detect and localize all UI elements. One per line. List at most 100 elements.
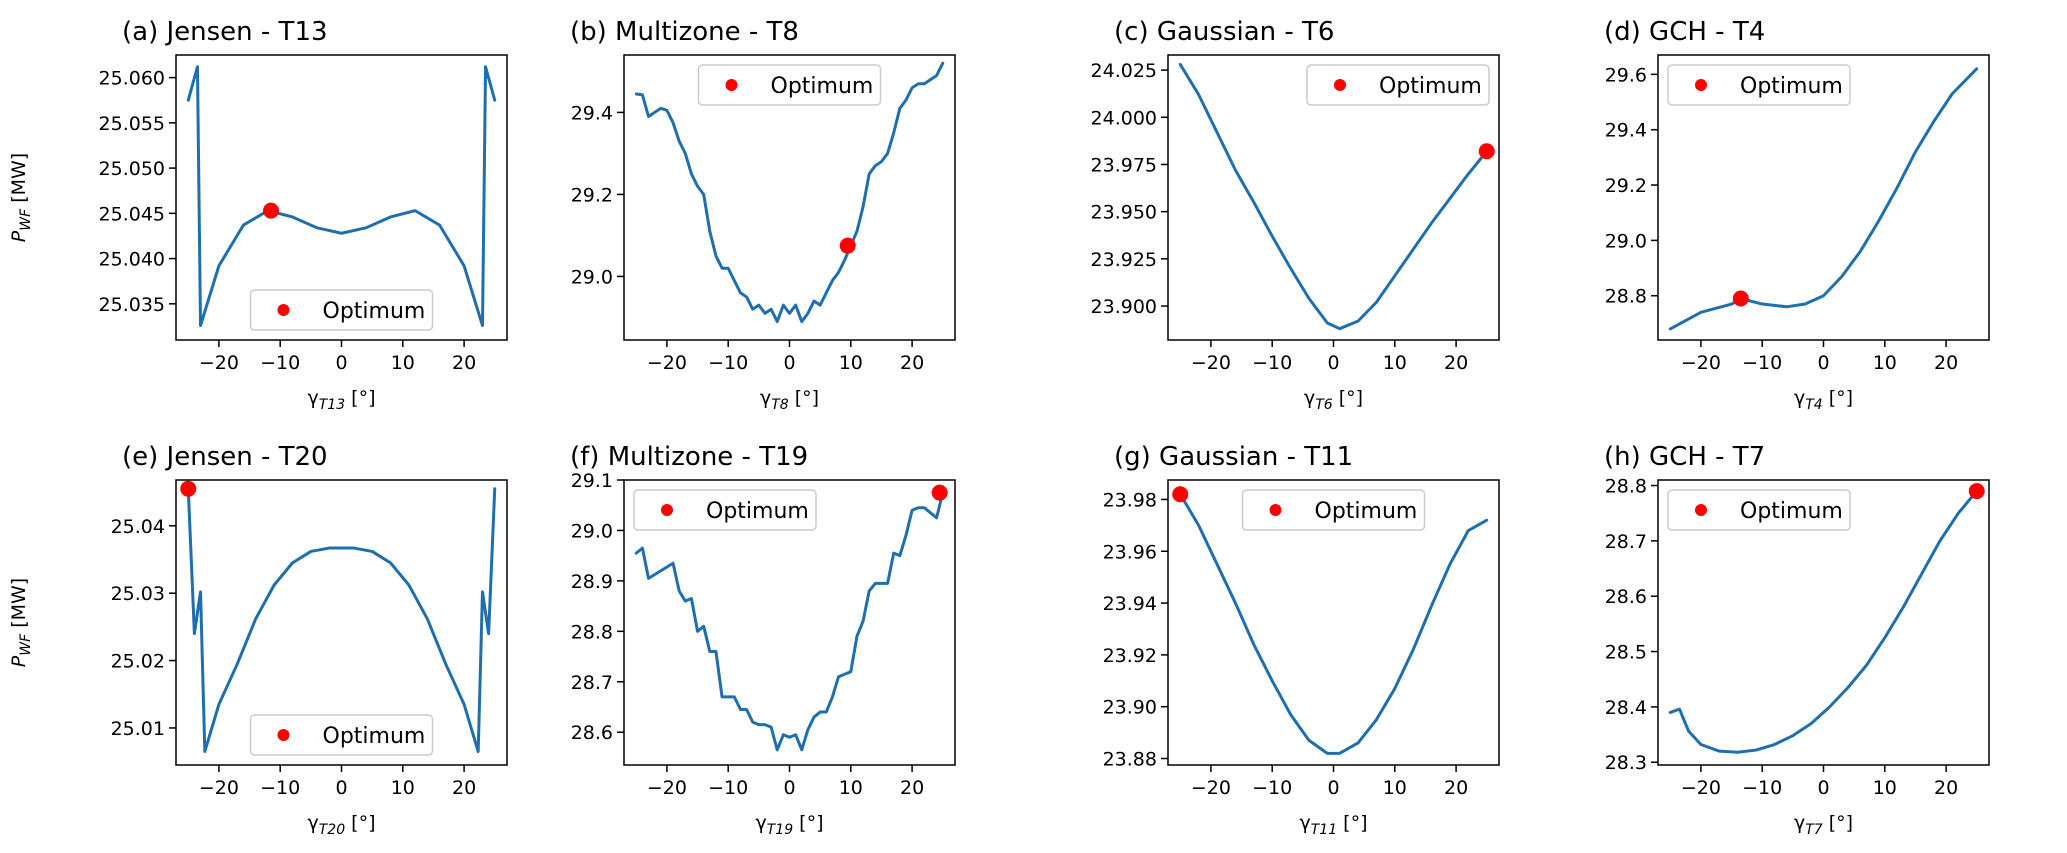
x-tick-label: −10 bbox=[708, 352, 748, 374]
y-tick-label: 23.900 bbox=[1091, 296, 1157, 318]
y-tick-label: 28.9 bbox=[571, 571, 613, 593]
subplot-title: (g) Gaussian - T11 bbox=[1114, 442, 1353, 472]
y-tick-label: 28.7 bbox=[1605, 531, 1647, 553]
x-tick-label: −10 bbox=[1742, 777, 1782, 799]
legend: Optimum bbox=[633, 489, 817, 531]
x-tick-label: 0 bbox=[335, 352, 347, 374]
legend-label: Optimum bbox=[1740, 499, 1843, 524]
y-tick-label: 29.2 bbox=[571, 184, 613, 206]
y-axis-label: PWF [MW] bbox=[8, 578, 34, 667]
x-tick-label: 0 bbox=[1817, 777, 1829, 799]
y-tick-label: 28.7 bbox=[571, 672, 613, 694]
series-line bbox=[1178, 62, 1489, 331]
legend-marker bbox=[661, 504, 673, 516]
optimum-marker bbox=[839, 237, 856, 254]
x-axis-label: γT19 [°] bbox=[756, 812, 824, 838]
optimum-marker bbox=[1478, 143, 1495, 160]
legend-box bbox=[697, 64, 882, 106]
legend-box bbox=[1667, 64, 1851, 106]
x-tick-label: −20 bbox=[1191, 777, 1231, 799]
y-tick-label: 25.035 bbox=[99, 294, 165, 316]
y-tick-label: 25.02 bbox=[111, 651, 165, 673]
subplot-title: (b) Multizone - T8 bbox=[570, 17, 799, 47]
optimum-marker bbox=[1732, 290, 1749, 307]
y-tick-label: 23.975 bbox=[1091, 154, 1157, 176]
x-tick-label: 20 bbox=[452, 777, 476, 799]
legend-label: Optimum bbox=[323, 299, 426, 324]
y-tick-label: 29.0 bbox=[571, 520, 613, 542]
x-axis-label: γT13 [°] bbox=[308, 387, 376, 413]
y-tick-label: 28.4 bbox=[1605, 697, 1647, 719]
series-line bbox=[634, 61, 945, 324]
x-tick-label: 0 bbox=[1817, 352, 1829, 374]
x-tick-label: −10 bbox=[1742, 352, 1782, 374]
legend-label: Optimum bbox=[1379, 74, 1482, 99]
y-tick-label: 28.8 bbox=[1605, 286, 1647, 308]
legend-label: Optimum bbox=[706, 499, 809, 524]
x-tick-label: −10 bbox=[260, 352, 300, 374]
x-tick-label: 10 bbox=[391, 352, 415, 374]
x-tick-label: 10 bbox=[391, 777, 415, 799]
x-tick-label: 10 bbox=[839, 777, 863, 799]
legend-marker bbox=[725, 79, 738, 91]
legend: Optimum bbox=[249, 289, 434, 331]
series-line bbox=[634, 491, 945, 752]
legend-label: Optimum bbox=[1315, 499, 1418, 524]
y-tick-label: 28.3 bbox=[1605, 752, 1647, 774]
x-tick-label: 20 bbox=[1934, 352, 1958, 374]
y-tick-label: 25.060 bbox=[99, 68, 165, 90]
x-tick-label: −20 bbox=[199, 352, 239, 374]
y-tick-label: 23.925 bbox=[1091, 249, 1157, 271]
legend-marker bbox=[1269, 504, 1282, 516]
y-tick-label: 23.950 bbox=[1091, 202, 1157, 224]
y-tick-label: 25.04 bbox=[111, 516, 165, 538]
x-tick-label: −20 bbox=[647, 777, 687, 799]
y-tick-label: 29.2 bbox=[1605, 175, 1647, 197]
legend: Optimum bbox=[1306, 64, 1490, 106]
x-axis-label: γT11 [°] bbox=[1300, 812, 1368, 838]
y-tick-label: 29.0 bbox=[571, 266, 613, 288]
x-tick-label: 20 bbox=[900, 777, 924, 799]
y-tick-label: 23.96 bbox=[1103, 541, 1157, 563]
x-tick-label: 20 bbox=[1444, 352, 1468, 374]
y-tick-label: 28.6 bbox=[571, 722, 613, 744]
y-tick-label: 25.01 bbox=[111, 718, 165, 740]
x-tick-label: 20 bbox=[1444, 777, 1468, 799]
y-tick-label: 28.8 bbox=[571, 621, 613, 643]
legend: Optimum bbox=[1241, 489, 1426, 531]
legend-box bbox=[1306, 64, 1490, 106]
x-tick-label: 10 bbox=[1873, 777, 1897, 799]
x-tick-label: −20 bbox=[1681, 777, 1721, 799]
x-tick-label: 0 bbox=[1327, 777, 1339, 799]
y-tick-label: 25.045 bbox=[99, 203, 165, 225]
y-tick-label: 23.98 bbox=[1103, 489, 1157, 511]
x-tick-label: 0 bbox=[783, 777, 795, 799]
x-axis-label: γT8 [°] bbox=[760, 387, 819, 413]
y-tick-label: 28.6 bbox=[1605, 586, 1647, 608]
x-tick-label: 20 bbox=[900, 352, 924, 374]
y-tick-label: 23.90 bbox=[1103, 697, 1157, 719]
subplot-title: (e) Jensen - T20 bbox=[122, 442, 328, 472]
x-axis-label: γT20 [°] bbox=[308, 812, 376, 838]
x-tick-label: −20 bbox=[1681, 352, 1721, 374]
subplot-f: (f) Multizone - T19 −20 −10 0 10 20 28.6 28.7 28… bbox=[570, 442, 956, 838]
y-tick-label: 28.8 bbox=[1605, 476, 1647, 498]
x-tick-label: −10 bbox=[1252, 777, 1292, 799]
subplot-title: (c) Gaussian - T6 bbox=[1114, 17, 1334, 47]
legend-box bbox=[633, 489, 817, 531]
subplot-b: (b) Multizone - T8 −20 −10 0 10 20 29.0 29.2 29.… bbox=[570, 17, 956, 413]
y-tick-label: 29.0 bbox=[1605, 230, 1647, 252]
series-line bbox=[1668, 489, 1979, 754]
optimum-marker bbox=[263, 202, 280, 219]
y-tick-label: 25.055 bbox=[99, 113, 165, 135]
legend-label: Optimum bbox=[323, 724, 426, 749]
x-tick-label: 10 bbox=[1383, 777, 1407, 799]
subplot-e: (e) Jensen - T20 −20 −10 0 10 20 25.01 25.02 25.… bbox=[8, 442, 508, 838]
x-tick-label: 20 bbox=[452, 352, 476, 374]
legend-marker bbox=[1695, 79, 1707, 91]
y-tick-label: 25.040 bbox=[99, 249, 165, 271]
x-tick-label: 10 bbox=[1873, 352, 1897, 374]
legend-marker bbox=[277, 304, 290, 316]
series-line bbox=[1178, 492, 1489, 755]
x-tick-label: −20 bbox=[1191, 352, 1231, 374]
